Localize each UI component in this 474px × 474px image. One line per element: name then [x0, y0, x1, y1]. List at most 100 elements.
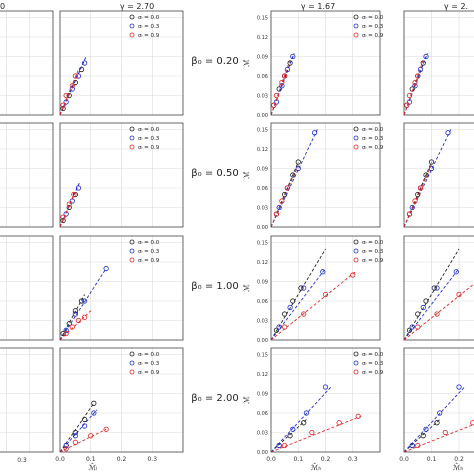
row-label-beta-1-00: β₀ = 1.00	[191, 281, 238, 292]
column-title-right-edge: γ = 2.	[444, 2, 468, 11]
data-point-2	[282, 442, 288, 449]
legend-label-0: σₗ = 0.0	[138, 240, 160, 246]
data-point-0	[290, 298, 296, 304]
y-tick-label: 0.03	[257, 206, 268, 212]
panel-2-row-3: 0.00 0.03 0.06 0.09 0.12 0.15 ℳ̂ 0.0 0.1 0.2 0.3 σₗ…	[243, 347, 384, 463]
data-point-2	[75, 317, 82, 324]
data-point-2	[470, 420, 474, 426]
legend-label-2: σₗ = 0.9	[362, 33, 384, 39]
data-point-1	[409, 442, 415, 449]
panel-1-row-1: σₗ = 0.0 σₗ = 0.3 σₗ = 0.9	[59, 122, 184, 228]
legend-label-0: σₗ = 0.0	[362, 127, 384, 133]
panel-frame	[59, 347, 184, 453]
panel-bg	[404, 11, 474, 115]
fit-line-0	[59, 294, 85, 341]
data-point-2	[69, 83, 75, 89]
legend-marker-2	[129, 369, 135, 375]
data-point-2	[60, 102, 66, 108]
panel-bg	[404, 348, 474, 452]
legend-marker-0	[129, 351, 135, 357]
panel-3-row-0	[403, 10, 474, 116]
data-point-2	[88, 433, 94, 439]
x-tick-label: 0.1	[427, 456, 437, 463]
panel-frame	[0, 235, 54, 341]
data-point-2	[71, 191, 77, 198]
fit-line-2	[403, 165, 432, 228]
data-point-2	[279, 198, 285, 204]
legend-label-0: σₗ = 0.0	[138, 127, 160, 133]
y-tick-label: 0.12	[257, 147, 268, 153]
data-point-1	[434, 285, 440, 291]
panel-frame	[403, 235, 474, 341]
legend-label-0: σₗ = 0.0	[138, 352, 160, 358]
data-point-1	[279, 83, 285, 89]
panel-frame	[59, 122, 184, 228]
data-point-1	[82, 423, 88, 429]
x-tick-label: 0.2	[117, 456, 127, 463]
data-point-2	[284, 185, 290, 191]
data-point-1	[72, 311, 78, 317]
data-point-0	[91, 400, 97, 406]
data-point-0	[431, 285, 437, 291]
legend-marker-2	[353, 257, 359, 263]
data-point-0	[423, 298, 429, 304]
legend-label-0: σₗ = 0.0	[138, 15, 160, 21]
data-point-1	[412, 83, 418, 89]
x-tick-label: 0.3	[348, 456, 358, 463]
panel-0-row-3: σₗ = 0.0σₗ = 0.3σₗ = 0.9	[0, 347, 54, 453]
panel-frame	[270, 235, 381, 341]
data-point-0	[82, 416, 88, 423]
legend-label-2: σₗ = 0.9	[362, 145, 384, 151]
data-point-2	[72, 73, 78, 79]
x-axis-label-left: ℳ̂ₗ	[89, 463, 98, 472]
legend-label-1: σₗ = 0.3	[362, 361, 384, 367]
data-point-0	[290, 172, 296, 178]
data-point-1	[409, 204, 415, 211]
panel-layer: σₗ = 0.0 σₗ = 0.3 σₗ = 0.9 σₗ = 0.0 σₗ = 0.3…	[0, 10, 474, 463]
data-point-2	[82, 314, 88, 320]
panel-frame	[0, 122, 54, 228]
legend-label-2: σₗ = 0.9	[138, 258, 160, 264]
x-tick-label: 0.0	[399, 456, 409, 463]
legend-marker-1	[129, 135, 135, 141]
legend-label-2: σₗ = 0.9	[138, 370, 160, 376]
legend-label-0: σₗ = 0.0	[362, 352, 384, 358]
legend-label-1: σₗ = 0.3	[138, 24, 160, 30]
data-point-1	[322, 384, 329, 390]
fit-line-1	[403, 129, 452, 228]
x-tick-label: 0.1	[86, 456, 96, 463]
data-point-0	[60, 105, 66, 112]
x-tick-label: 0.2	[454, 456, 464, 463]
data-point-0	[72, 308, 78, 314]
legend-marker-0	[353, 126, 359, 132]
data-point-2	[434, 311, 440, 317]
y-tick-label: 0.12	[257, 372, 268, 378]
legend-marker-0	[129, 239, 135, 245]
x-tick-label: 0.0	[55, 456, 65, 463]
legend-marker-1	[353, 135, 359, 141]
data-point-1	[276, 324, 282, 330]
row-label-beta-2-00: β₀ = 2.00	[191, 393, 238, 404]
data-point-2	[63, 330, 69, 337]
data-point-1	[103, 265, 109, 272]
data-point-1	[420, 304, 426, 311]
legend-marker-2	[353, 144, 359, 150]
fit-line-0	[270, 419, 307, 453]
legend-marker-2	[353, 369, 359, 375]
legend-label-2: σₗ = 0.9	[138, 33, 160, 39]
data-point-1	[311, 130, 318, 136]
x-axis-label-right: ℳ̂ₕ	[311, 463, 321, 472]
fit-line-2	[59, 69, 79, 116]
panel-frame	[59, 10, 184, 116]
data-point-1	[303, 410, 310, 416]
data-point-0	[428, 159, 435, 165]
y-tick-label: 0.09	[257, 280, 268, 286]
legend-label-1: σₗ = 0.3	[138, 136, 160, 142]
data-point-1	[72, 433, 78, 439]
data-point-2	[271, 102, 277, 108]
panel-bg	[404, 123, 474, 227]
y-tick-label: 0.15	[257, 353, 268, 359]
fit-line-0	[403, 419, 441, 453]
data-point-2	[350, 272, 356, 278]
panel-frame	[270, 10, 381, 116]
